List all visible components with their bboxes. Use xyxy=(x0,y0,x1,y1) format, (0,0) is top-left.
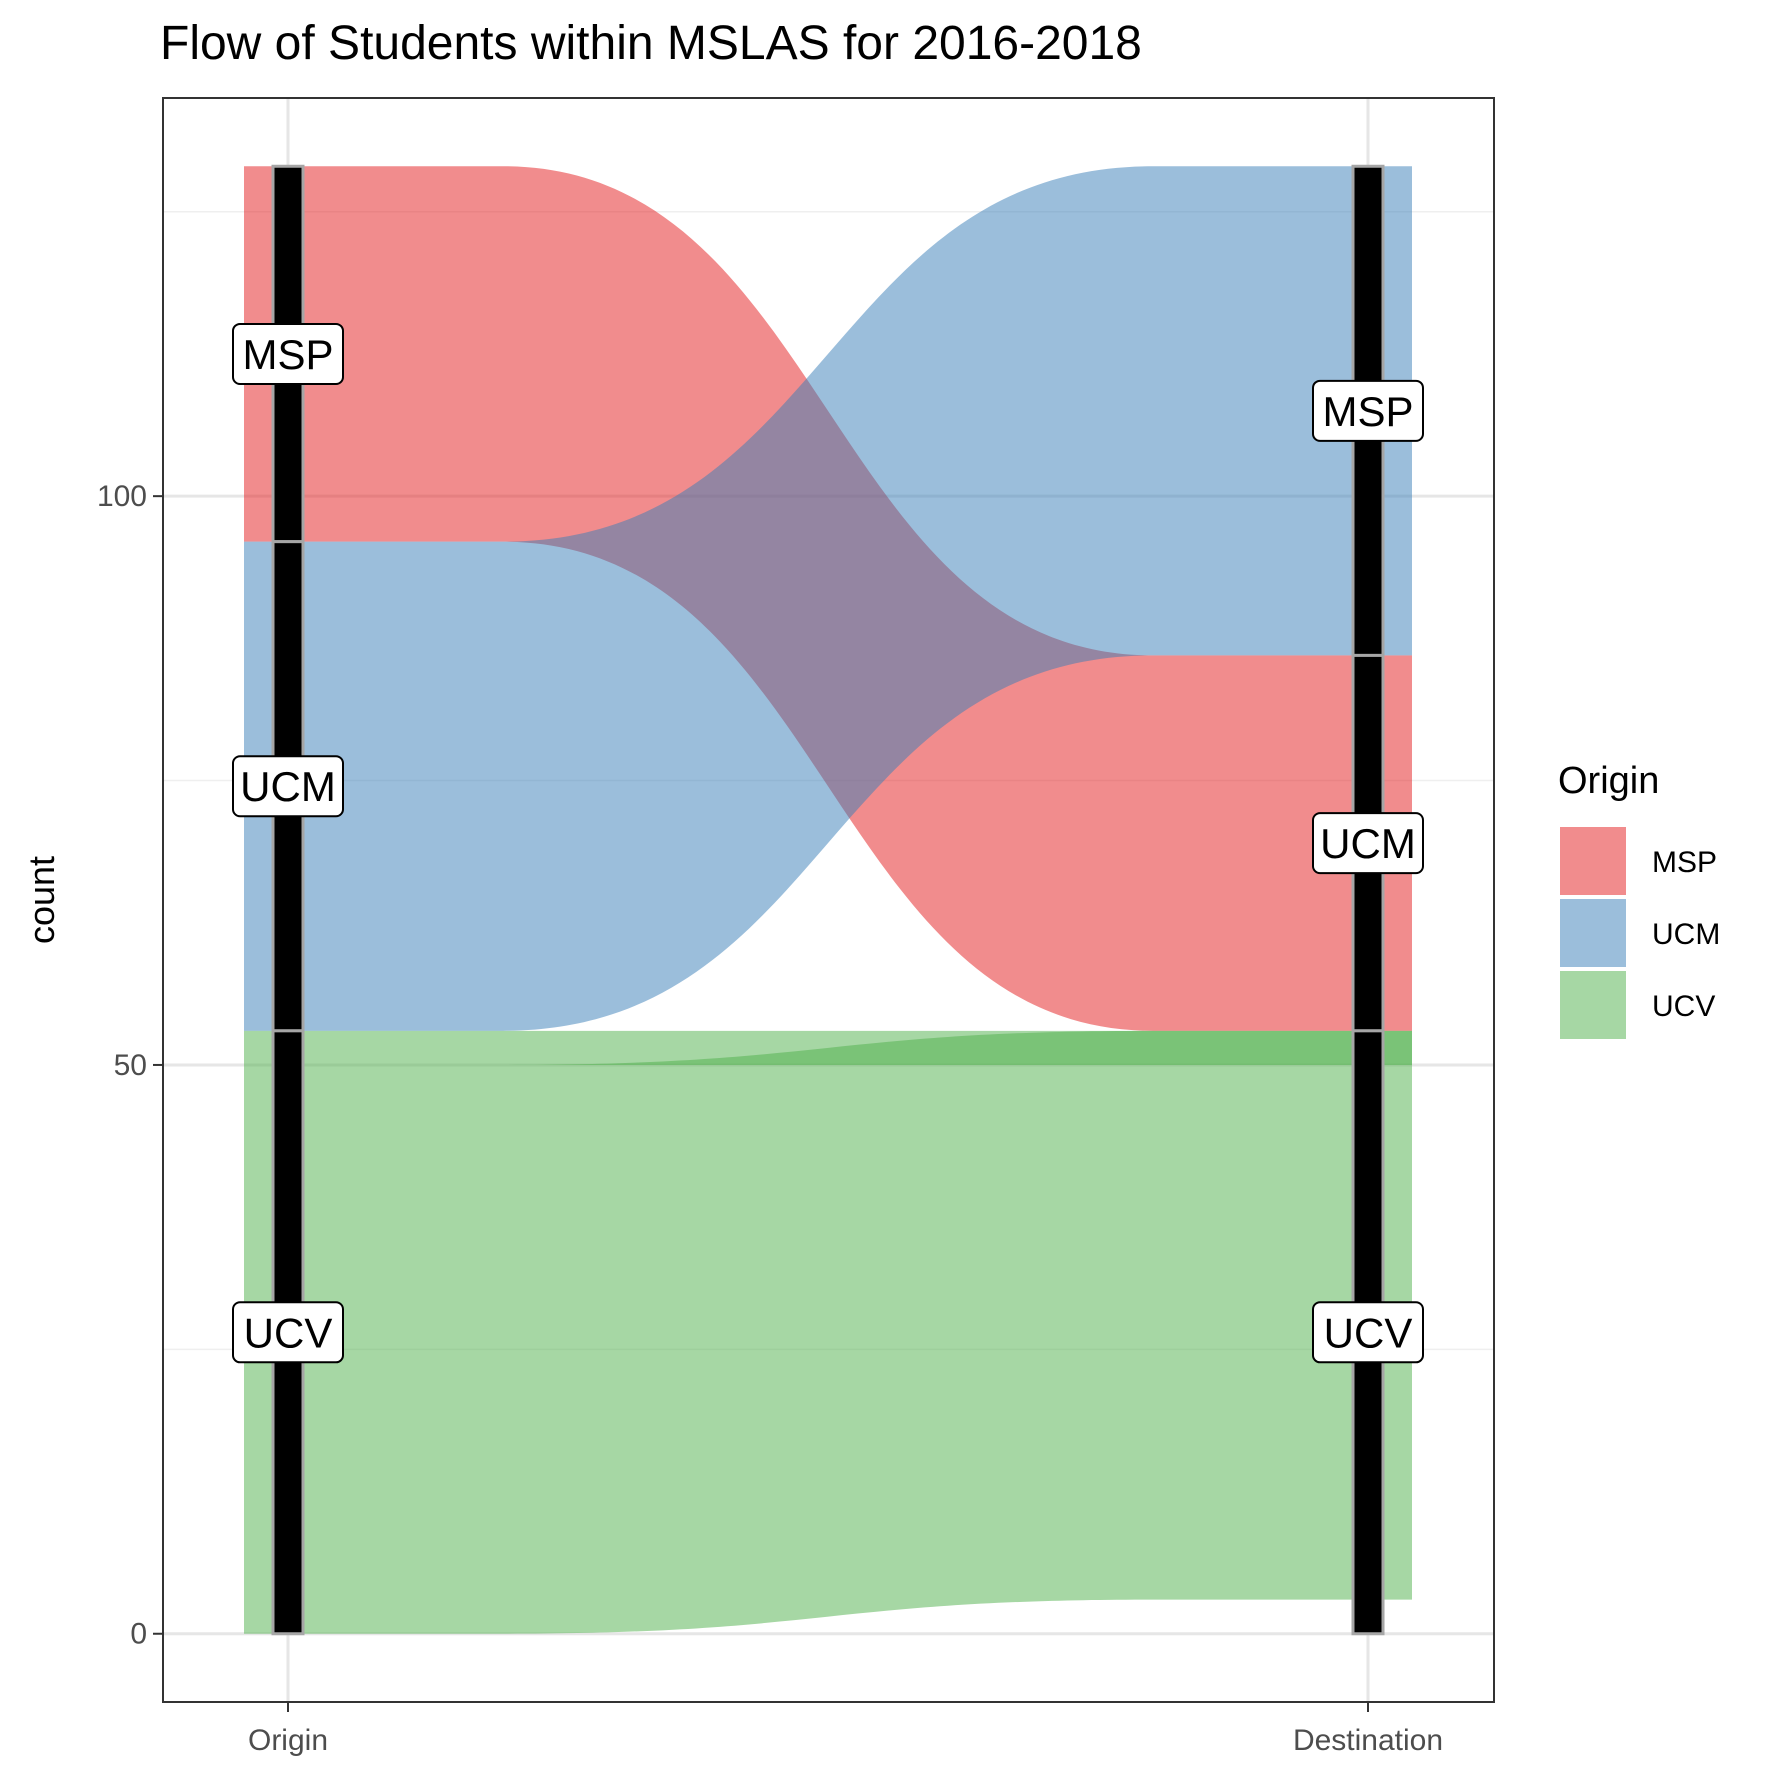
y-tick-label: 50 xyxy=(114,1049,147,1082)
legend-swatch-ucv xyxy=(1560,971,1626,1039)
flow-ucm-to-msp xyxy=(244,166,1412,1031)
origin-label-box-msp xyxy=(232,322,344,385)
x-tick-label-destination: Destination xyxy=(1293,1724,1443,1757)
flow-ucv-to-ucv xyxy=(244,1030,1412,1634)
legend: Origin MSP UCM UCV xyxy=(1558,760,1720,1039)
panel-border xyxy=(162,97,1495,1703)
origin-label-box-ucm xyxy=(232,755,344,818)
axes: 0 50 100 Origin Destination count xyxy=(21,480,1443,1757)
x-tick-label-origin: Origin xyxy=(248,1724,328,1757)
y-tick-label: 100 xyxy=(97,480,147,513)
legend-label-msp: MSP xyxy=(1652,846,1717,879)
destination-label-box-ucv xyxy=(1312,1301,1424,1364)
destination-label-box-ucm xyxy=(1312,812,1424,875)
y-tick-label: 0 xyxy=(130,1618,147,1651)
origin-label-ucm: UCM xyxy=(240,763,336,810)
destination-label-ucv: UCV xyxy=(1324,1309,1413,1356)
legend-title: Origin xyxy=(1558,760,1659,802)
legend-swatch-ucm xyxy=(1560,899,1626,967)
legend-label-ucm: UCM xyxy=(1652,918,1720,951)
chart-title: Flow of Students within MSLAS for 2016-2… xyxy=(160,17,1142,70)
origin-label-ucv: UCV xyxy=(244,1309,333,1356)
destination-label-msp: MSP xyxy=(1322,388,1413,435)
y-axis-title: count xyxy=(21,856,62,944)
destination-label-box-msp xyxy=(1312,379,1424,442)
flow-ribbons xyxy=(244,166,1412,1634)
origin-label-box-ucv xyxy=(232,1301,344,1364)
legend-swatch-msp xyxy=(1560,827,1626,895)
node-labels: MSP UCM UCV MSP UCM UCV xyxy=(232,322,1424,1364)
destination-label-ucm: UCM xyxy=(1320,820,1416,867)
legend-label-ucv: UCV xyxy=(1652,990,1715,1023)
origin-label-msp: MSP xyxy=(242,331,333,378)
